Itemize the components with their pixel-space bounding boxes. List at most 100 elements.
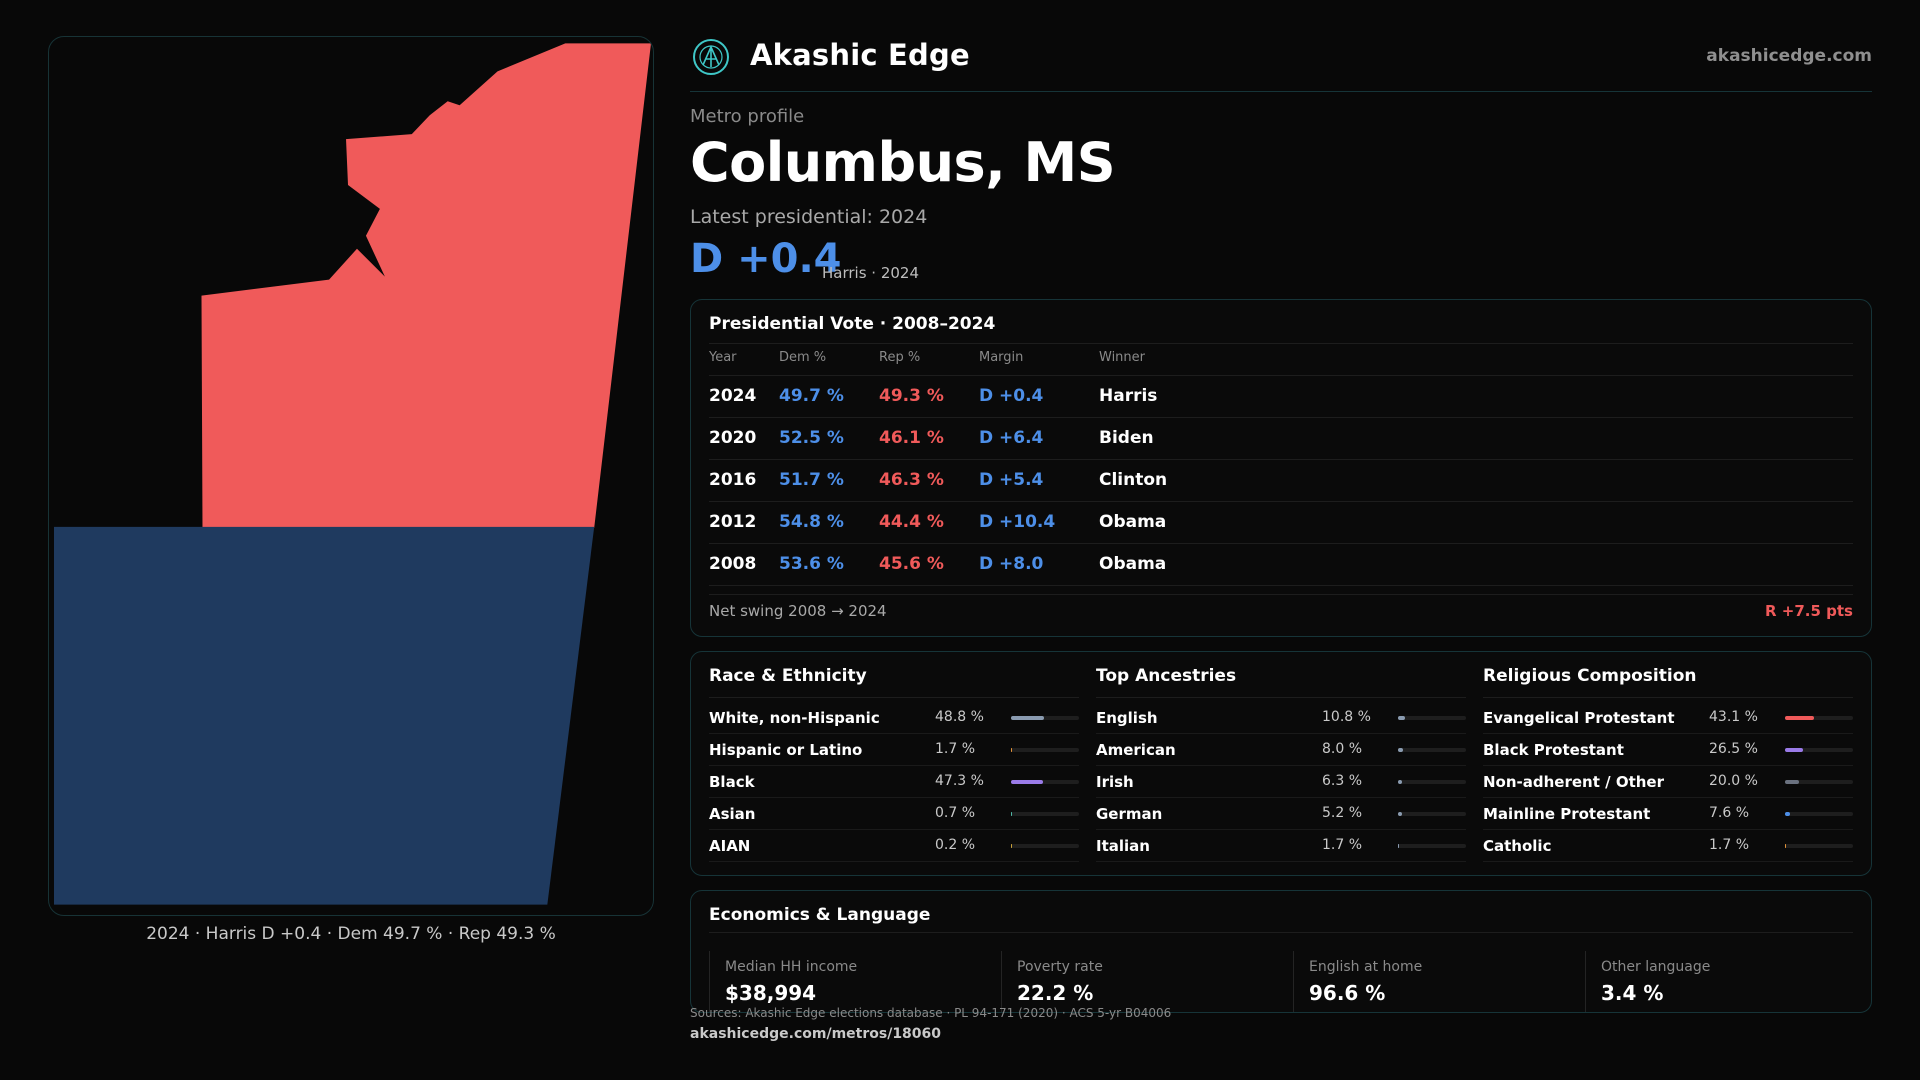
share-bar-fill: [1011, 780, 1044, 784]
econ-cell-other-language: Other language 3.4 %: [1585, 951, 1865, 1012]
list-item: English 10.8 %: [1096, 702, 1466, 734]
item-value: 1.7 %: [1709, 837, 1750, 853]
cell-year: 2020: [709, 428, 757, 448]
item-label: Catholic: [1483, 837, 1552, 855]
item-value: 20.0 %: [1709, 773, 1758, 789]
cell-dem: 54.8 %: [779, 512, 844, 532]
item-label: Hispanic or Latino: [709, 741, 863, 759]
religion-title: Religious Composition: [1483, 666, 1697, 686]
econ-value: 96.6 %: [1309, 981, 1386, 1005]
share-bar-fill: [1785, 748, 1804, 752]
item-label: Irish: [1096, 773, 1134, 791]
item-label: German: [1096, 805, 1163, 823]
item-label: Mainline Protestant: [1483, 805, 1651, 823]
item-label: Asian: [709, 805, 756, 823]
list-item: Italian 1.7 %: [1096, 830, 1466, 862]
item-value: 1.7 %: [935, 741, 976, 757]
share-bar: [1785, 748, 1853, 752]
headline-margin: D +0.4: [690, 236, 842, 282]
item-value: 8.0 %: [1322, 741, 1363, 757]
item-label: AIAN: [709, 837, 751, 855]
item-label: Italian: [1096, 837, 1150, 855]
vote-card-title: Presidential Vote · 2008–2024: [709, 314, 996, 334]
cell-rep: 49.3 %: [879, 386, 944, 406]
item-label: American: [1096, 741, 1176, 759]
share-bar: [1398, 716, 1466, 720]
header-year: Year: [709, 350, 737, 365]
brand-url[interactable]: akashicedge.com: [1706, 46, 1872, 66]
demographics-card: Race & Ethnicity White, non-Hispanic 48.…: [690, 651, 1872, 876]
table-row: 2016 51.7 % 46.3 % D +5.4 Clinton: [709, 460, 1853, 502]
econ-label: Poverty rate: [1017, 959, 1103, 975]
header-winner: Winner: [1099, 350, 1146, 365]
share-bar: [1011, 780, 1079, 784]
county-rep[interactable]: [201, 43, 652, 528]
cell-margin: D +10.4: [979, 512, 1056, 532]
headline-margin-sub: Harris · 2024: [822, 264, 920, 282]
divider: [709, 343, 1853, 344]
econ-cell-income: Median HH income $38,994: [709, 951, 989, 1012]
share-bar-fill: [1785, 844, 1787, 848]
share-bar: [1398, 812, 1466, 816]
item-value: 26.5 %: [1709, 741, 1758, 757]
cell-dem: 53.6 %: [779, 554, 844, 574]
share-bar-fill: [1011, 812, 1012, 816]
cell-year: 2012: [709, 512, 757, 532]
table-row: 2012 54.8 % 44.4 % D +10.4 Obama: [709, 502, 1853, 544]
item-label: Black: [709, 773, 755, 791]
latest-presidential: Latest presidential: 2024: [690, 206, 928, 228]
metro-map[interactable]: [48, 36, 654, 916]
item-value: 6.3 %: [1322, 773, 1363, 789]
net-swing-label: Net swing 2008 → 2024: [709, 602, 887, 620]
profile-column: Akashic Edge akashicedge.com Metro profi…: [690, 0, 1872, 1080]
item-label: English: [1096, 709, 1158, 727]
list-item: Hispanic or Latino 1.7 %: [709, 734, 1079, 766]
permalink[interactable]: akashicedge.com/metros/18060: [690, 1026, 942, 1042]
item-value: 0.7 %: [935, 805, 976, 821]
econ-title: Economics & Language: [709, 905, 931, 925]
cell-rep: 45.6 %: [879, 554, 944, 574]
list-item: Evangelical Protestant 43.1 %: [1483, 702, 1853, 734]
cell-rep: 44.4 %: [879, 512, 944, 532]
map-caption: 2024 · Harris D +0.4 · Dem 49.7 % · Rep …: [146, 924, 556, 944]
share-bar-fill: [1785, 716, 1815, 720]
econ-value: 22.2 %: [1017, 981, 1094, 1005]
list-item: AIAN 0.2 %: [709, 830, 1079, 862]
list-item: American 8.0 %: [1096, 734, 1466, 766]
cell-rep: 46.3 %: [879, 470, 944, 490]
econ-value: 3.4 %: [1601, 981, 1664, 1005]
cell-margin: D +8.0: [979, 554, 1044, 574]
econ-label: Median HH income: [725, 959, 858, 975]
cell-winner: Clinton: [1099, 470, 1168, 490]
item-label: White, non-Hispanic: [709, 709, 880, 727]
item-value: 7.6 %: [1709, 805, 1750, 821]
cell-dem: 49.7 %: [779, 386, 844, 406]
divider: [709, 594, 1853, 595]
share-bar: [1011, 748, 1079, 752]
econ-label: Other language: [1601, 959, 1711, 975]
item-value: 48.8 %: [935, 709, 984, 725]
list-item: Black 47.3 %: [709, 766, 1079, 798]
divider: [709, 375, 1853, 376]
cell-rep: 46.1 %: [879, 428, 944, 448]
cell-year: 2024: [709, 386, 757, 406]
table-row: 2020 52.5 % 46.1 % D +6.4 Biden: [709, 418, 1853, 460]
brand-name: Akashic Edge: [750, 38, 970, 72]
cell-dem: 52.5 %: [779, 428, 844, 448]
share-bar: [1398, 780, 1466, 784]
share-bar-fill: [1398, 716, 1406, 720]
county-dem[interactable]: [53, 526, 595, 905]
share-bar: [1398, 844, 1466, 848]
cell-winner: Obama: [1099, 554, 1167, 574]
econ-label: English at home: [1309, 959, 1423, 975]
list-item: Asian 0.7 %: [709, 798, 1079, 830]
table-row: 2008 53.6 % 45.6 % D +8.0 Obama: [709, 544, 1853, 586]
divider: [1096, 697, 1466, 698]
item-value: 43.1 %: [1709, 709, 1758, 725]
race-column: Race & Ethnicity White, non-Hispanic 48.…: [709, 652, 1079, 877]
share-bar: [1011, 812, 1079, 816]
net-swing-value: R +7.5 pts: [1765, 602, 1853, 620]
sources-note: Sources: Akashic Edge elections database…: [690, 1006, 1172, 1020]
cell-winner: Biden: [1099, 428, 1154, 448]
cell-winner: Harris: [1099, 386, 1158, 406]
